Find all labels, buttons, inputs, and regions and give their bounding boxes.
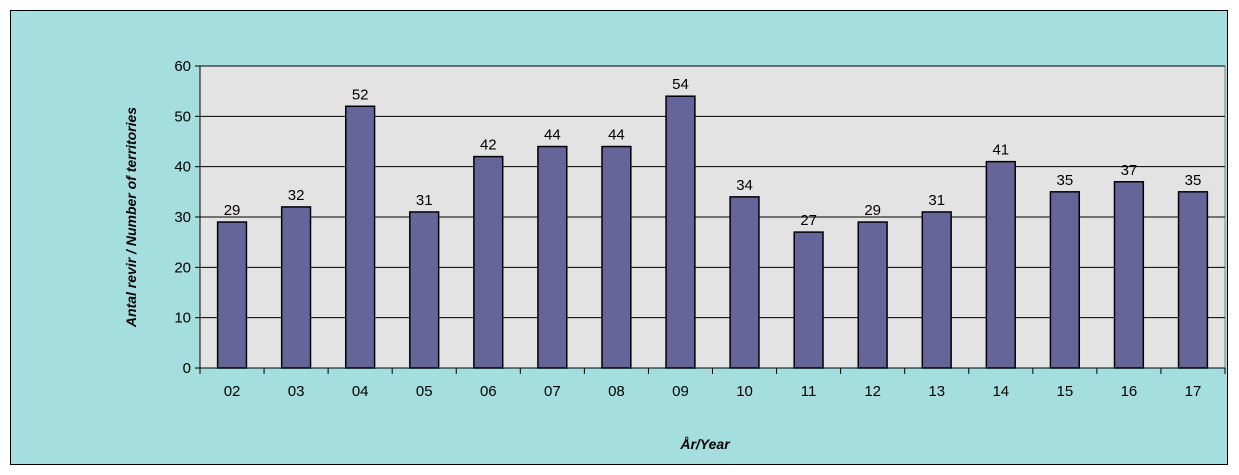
- x-tick-label: 17: [1185, 383, 1202, 400]
- bar: [985, 160, 1016, 369]
- data-label: 41: [992, 142, 1009, 159]
- data-label: 42: [480, 137, 497, 154]
- y-axis-title-main: Number of territories: [123, 107, 139, 246]
- data-label: 29: [864, 202, 881, 219]
- x-tick-label: 11: [801, 383, 817, 400]
- x-tick-label: 03: [288, 383, 305, 400]
- bar: [280, 206, 312, 369]
- x-tick-label: 13: [928, 383, 945, 400]
- data-label: 44: [608, 127, 625, 144]
- x-tick-label: 10: [736, 383, 753, 400]
- bar: [921, 211, 952, 369]
- bar: [729, 196, 760, 369]
- bar: [793, 231, 824, 369]
- bar: [1177, 191, 1209, 369]
- data-label: 34: [736, 177, 753, 194]
- x-tick-label: 05: [416, 383, 433, 400]
- x-tick-label: 04: [352, 383, 369, 400]
- y-tick-label: 10: [174, 310, 191, 327]
- y-axis-title: Antal revir / Number of territories: [123, 107, 139, 328]
- x-tick-label: 14: [992, 383, 1009, 400]
- x-axis-title-main: Year: [700, 436, 731, 452]
- data-label: 31: [416, 192, 433, 209]
- y-tick-label: 40: [174, 159, 191, 176]
- y-tick-label: 60: [174, 58, 191, 75]
- x-axis-title: År/Year: [679, 436, 731, 452]
- data-label: 32: [288, 187, 305, 204]
- x-tick-label: 09: [672, 383, 689, 400]
- bar: [1049, 191, 1081, 369]
- x-tick-label: 07: [544, 383, 561, 400]
- y-tick-label: 50: [174, 108, 191, 125]
- data-label: 54: [672, 76, 689, 93]
- x-tick-label: 15: [1057, 383, 1074, 400]
- data-label: 35: [1057, 172, 1074, 189]
- y-axis-title-prefix: Antal revir /: [123, 246, 139, 328]
- bar: [537, 145, 568, 369]
- bar: [409, 211, 440, 369]
- data-label: 52: [352, 86, 369, 103]
- bar: [344, 105, 376, 369]
- data-label: 37: [1121, 162, 1138, 179]
- bar: [1113, 181, 1145, 369]
- data-label: 31: [928, 192, 945, 209]
- x-tick-label: 12: [864, 383, 881, 400]
- data-label: 29: [224, 202, 241, 219]
- y-tick-label: 30: [174, 209, 191, 226]
- x-tick-label: 06: [480, 383, 497, 400]
- data-label: 44: [544, 127, 561, 144]
- data-label: 35: [1185, 172, 1202, 189]
- x-tick-label: 02: [224, 383, 241, 400]
- x-tick-label: 08: [608, 383, 625, 400]
- bar: [665, 95, 696, 369]
- y-tick-label: 0: [183, 360, 191, 377]
- bar: [857, 221, 888, 369]
- bar: [216, 221, 248, 369]
- data-label: 27: [800, 212, 817, 229]
- x-axis-title-prefix: År/: [679, 436, 702, 452]
- x-tick-label: 16: [1121, 383, 1138, 400]
- bar: [473, 155, 504, 369]
- bar: [601, 145, 632, 369]
- y-tick-label: 20: [174, 259, 191, 276]
